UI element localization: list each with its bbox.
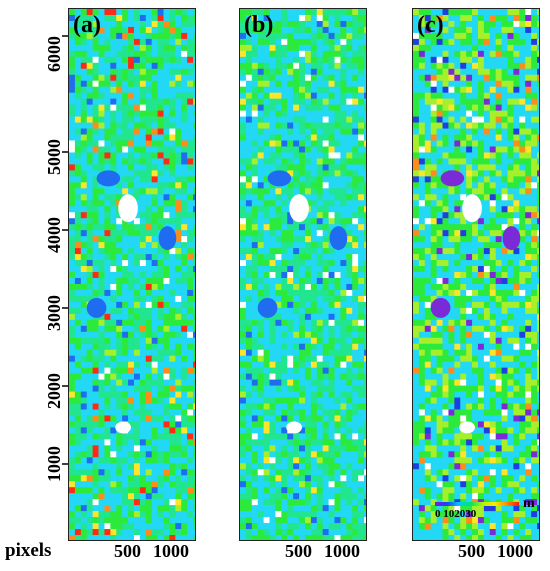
x-tick-b-500: 500	[285, 541, 312, 561]
colorbar: 0 102030 m	[435, 496, 535, 522]
y-tick-3000: 3000	[44, 295, 64, 331]
x-tick-a-500: 500	[114, 541, 141, 561]
panel-a: (a)	[68, 8, 196, 541]
x-tick-c-1000: 1000	[497, 541, 533, 561]
x-tick-b-1000: 1000	[324, 541, 360, 561]
panel-c: (c) 0 102030 m	[412, 8, 540, 541]
y-tick-4000: 4000	[44, 217, 64, 253]
panel-b: (b)	[239, 8, 367, 541]
y-tick-5000: 5000	[44, 139, 64, 175]
x-tick-a-1000: 1000	[153, 541, 189, 561]
panel-label-a: (a)	[73, 12, 101, 38]
panel-label-b: (b)	[244, 12, 274, 38]
map-b	[240, 9, 366, 540]
colorbar-ticks: 0 102030	[435, 508, 477, 520]
panel-label-c: (c)	[417, 12, 444, 38]
x-tick-c-500: 500	[458, 541, 485, 561]
colorbar-gradient	[435, 502, 519, 506]
map-a	[69, 9, 195, 540]
x-unit-label: pixels	[5, 540, 52, 561]
y-tick-6000: 6000	[44, 36, 64, 72]
map-c	[413, 9, 539, 540]
y-tick-2000: 2000	[44, 373, 64, 409]
colorbar-unit: m	[523, 496, 535, 511]
y-tick-1000: 1000	[44, 446, 64, 482]
